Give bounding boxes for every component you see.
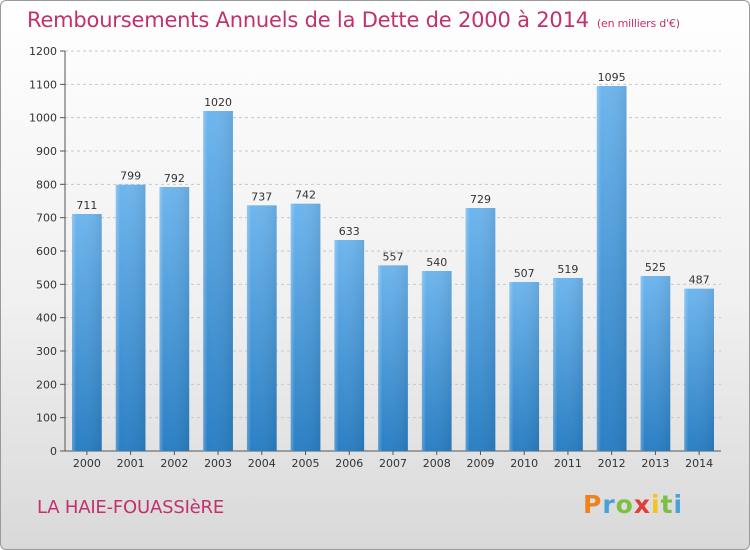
bar-shade [596, 86, 627, 451]
y-tick-label: 1100 [29, 78, 57, 91]
bar-shade [71, 214, 102, 451]
y-tick-label: 500 [36, 278, 57, 291]
x-tick-label: 2003 [204, 457, 232, 470]
x-tick-label: 2007 [379, 457, 407, 470]
y-tick-label: 1000 [29, 112, 57, 125]
y-tick-label: 700 [36, 212, 57, 225]
data-label: 729 [470, 193, 491, 206]
bar-shade [246, 205, 277, 451]
x-tick-label: 2000 [73, 457, 101, 470]
tick-labels: 0 100 200 300 400 500 600 700 800 900 1000 1100 1200… [29, 45, 713, 470]
y-tick-label: 400 [36, 312, 57, 325]
x-tick-label: 2011 [554, 457, 582, 470]
bar-shade [465, 208, 496, 451]
x-tick-label: 2012 [598, 457, 626, 470]
y-tick-label: 600 [36, 245, 57, 258]
data-label: 519 [557, 263, 578, 276]
data-labels: 711 799 792 1020 737 742 633 557 540 729 507 519 109… [76, 71, 709, 287]
bar-shade [378, 265, 408, 451]
bar-shade [640, 276, 671, 451]
y-tick-label: 1200 [29, 45, 57, 58]
data-label: 737 [251, 190, 272, 203]
y-tick-label: 300 [36, 345, 57, 358]
y-tick-label: 200 [36, 378, 57, 391]
data-label: 557 [383, 250, 404, 263]
bar-shade [203, 111, 233, 451]
x-tick-label: 2013 [641, 457, 669, 470]
bar-shade [509, 282, 540, 451]
bar-shade [334, 240, 365, 451]
y-tick-label: 0 [50, 445, 57, 458]
x-tick-label: 2004 [248, 457, 276, 470]
chart-unit: (en milliers d'€) [596, 17, 680, 30]
x-tick-label: 2005 [292, 457, 320, 470]
chart-title: Remboursements Annuels de la Dette de 20… [27, 8, 680, 32]
bar-shade [421, 271, 452, 451]
x-tick-label: 2002 [160, 457, 188, 470]
x-tick-label: 2008 [423, 457, 451, 470]
y-tick-label: 900 [36, 145, 57, 158]
proxiti-logo: Proxiti [583, 490, 684, 519]
x-tick-label: 2001 [117, 457, 145, 470]
bar-shade [115, 184, 146, 451]
data-label: 540 [426, 256, 447, 269]
data-label: 742 [295, 189, 316, 202]
x-tick-label: 2009 [466, 457, 494, 470]
bars [71, 86, 715, 451]
data-label: 711 [76, 199, 97, 212]
data-label: 1020 [204, 96, 232, 109]
bar-shade [290, 203, 321, 451]
data-label: 507 [514, 267, 535, 280]
x-tick-label: 2006 [335, 457, 363, 470]
bar-shade [684, 288, 715, 451]
y-tick-label: 800 [36, 178, 57, 191]
data-label: 525 [645, 261, 666, 274]
data-label: 799 [120, 170, 141, 183]
commune-name: LA HAIE-FOUASSIèRE [37, 497, 225, 518]
chart-title-text: Remboursements Annuels de la Dette de 20… [27, 8, 589, 32]
bar-shade [159, 187, 190, 451]
data-label: 487 [689, 274, 710, 287]
y-tick-label: 100 [36, 412, 57, 425]
data-label: 1095 [598, 71, 626, 84]
data-label: 633 [339, 225, 360, 238]
bar-shade [553, 278, 583, 451]
data-label: 792 [164, 172, 185, 185]
x-tick-label: 2010 [510, 457, 538, 470]
x-tick-label: 2014 [685, 457, 713, 470]
